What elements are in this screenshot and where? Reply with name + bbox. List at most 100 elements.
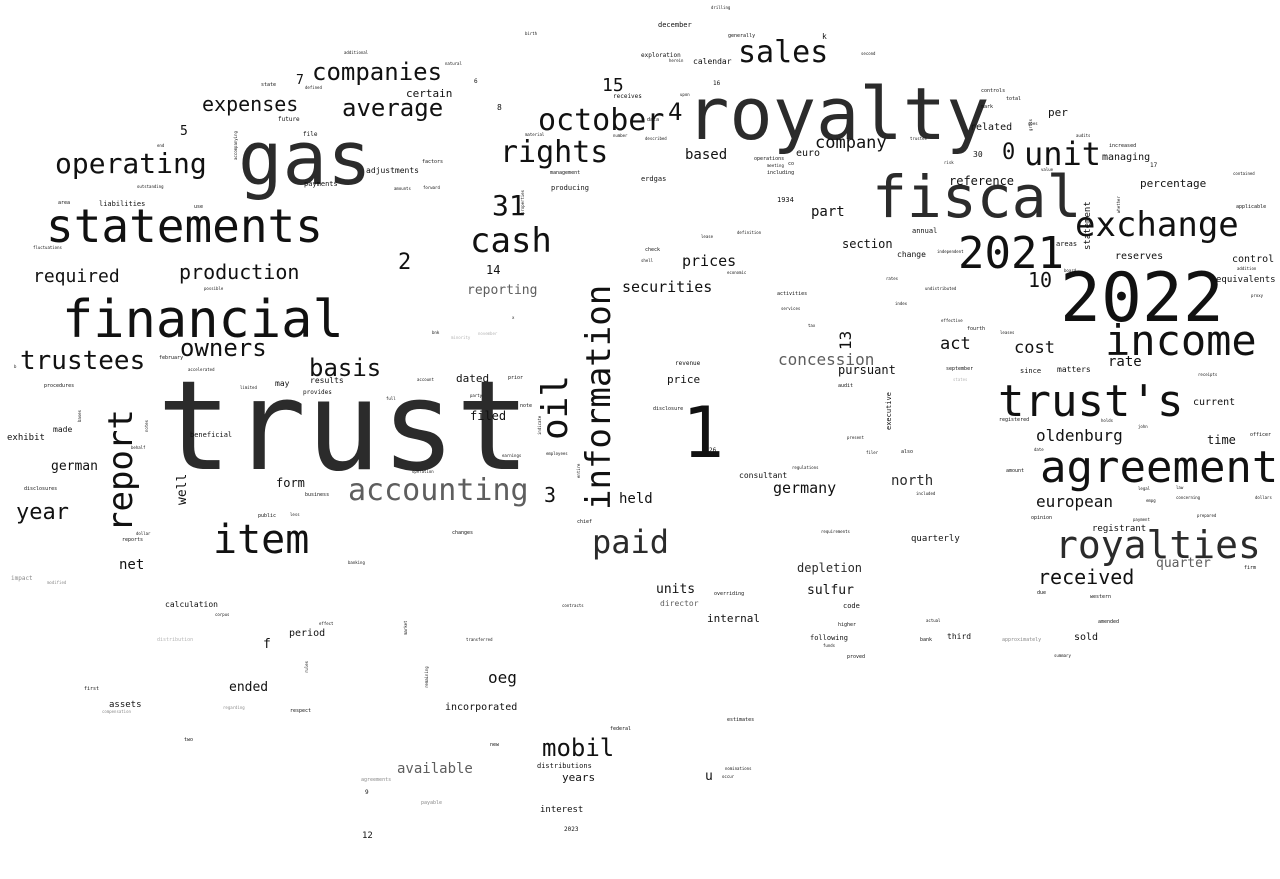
- word-including: including: [767, 170, 795, 176]
- word-calendar: calendar: [693, 57, 732, 66]
- word-13: 13: [836, 330, 855, 350]
- word-estimates: estimates: [727, 717, 755, 723]
- word-material: material: [525, 132, 545, 137]
- word-higher: higher: [838, 622, 857, 628]
- word-made: made: [53, 425, 73, 434]
- word-possible: possible: [204, 286, 224, 291]
- word-services: services: [781, 306, 801, 311]
- word-exchange: exchange: [1075, 205, 1239, 245]
- word-internal: internal: [707, 612, 760, 625]
- word-business: business: [305, 492, 330, 498]
- word-1: 1: [682, 392, 725, 474]
- word-minority: minority: [451, 335, 471, 340]
- word-notes: notes: [144, 419, 149, 432]
- word-herein: herein: [669, 58, 684, 63]
- word-state: state: [261, 82, 277, 88]
- word-october: october: [538, 103, 665, 138]
- word-registered: registered: [999, 417, 1030, 423]
- word-actual: actual: [926, 618, 941, 623]
- word-7: 7: [296, 73, 304, 88]
- word-value: value: [1041, 167, 1054, 172]
- word-cost: cost: [1014, 338, 1055, 358]
- word-16: 16: [713, 80, 721, 87]
- word-generally: generally: [728, 33, 756, 39]
- word-31: 31: [492, 189, 526, 222]
- word-changes: changes: [452, 530, 474, 536]
- word-outstanding: outstanding: [137, 184, 164, 189]
- word-matters: matters: [1057, 365, 1091, 374]
- word-registrant: registrant: [1092, 524, 1147, 534]
- word-units: units: [656, 582, 696, 597]
- word-director: director: [660, 599, 699, 608]
- word-risk: risk: [944, 160, 954, 165]
- word-contained: contained: [1233, 171, 1255, 176]
- word-concerning: concerning: [1176, 495, 1201, 500]
- word-royalty: royalty: [686, 72, 990, 156]
- word-present: present: [847, 435, 864, 440]
- word-funds: funds: [823, 643, 836, 648]
- word-beneficial: beneficial: [190, 431, 233, 439]
- word-26: 26: [709, 447, 717, 454]
- word-also: also: [901, 449, 914, 455]
- word-rate: rate: [1108, 354, 1142, 370]
- word-future: future: [278, 116, 300, 123]
- word-market: market: [403, 620, 408, 635]
- word-14: 14: [486, 263, 501, 277]
- word-regulations: regulations: [792, 465, 819, 470]
- word-4: 4: [668, 98, 683, 126]
- word-john: john: [1138, 424, 1148, 429]
- word-reports: reports: [122, 537, 144, 543]
- word-concession: concession: [778, 350, 875, 369]
- word-activities: activities: [777, 291, 808, 297]
- word-distributions: distributions: [537, 762, 592, 770]
- word-number: number: [613, 133, 628, 138]
- word-index: index: [895, 301, 908, 306]
- word-compensation: compensation: [102, 709, 131, 714]
- word-since: since: [1020, 367, 1042, 375]
- word-form: form: [276, 476, 305, 490]
- word-account: account: [417, 377, 434, 382]
- word-payment: payment: [1133, 517, 1150, 522]
- word-operating: operating: [55, 147, 207, 180]
- word-full: full: [386, 396, 396, 401]
- word-addition: addition: [1237, 266, 1257, 271]
- word-entire: entire: [576, 463, 581, 478]
- word-officer: officer: [1250, 432, 1272, 438]
- word-u: u: [705, 769, 713, 784]
- word-approximately: approximately: [1002, 637, 1042, 643]
- word-2022: 2022: [1060, 259, 1224, 338]
- word-bnk: bnk: [432, 330, 440, 335]
- word-definition: definition: [737, 230, 762, 235]
- word-annual: annual: [912, 227, 938, 235]
- word-based: based: [685, 147, 728, 163]
- word-receives: receives: [613, 93, 642, 100]
- word-bank: bank: [920, 637, 933, 643]
- word-available: available: [397, 761, 473, 777]
- word-regarding: regarding: [223, 705, 245, 710]
- word-related: related: [970, 122, 1013, 133]
- word-proved: proved: [847, 654, 866, 660]
- word-first: first: [84, 686, 100, 692]
- word-overriding: overriding: [714, 591, 745, 597]
- word-party: party: [470, 393, 483, 398]
- word-fluctuations: fluctuations: [33, 245, 62, 250]
- word-fourth: fourth: [967, 326, 986, 332]
- word-use: use: [194, 204, 204, 210]
- word-banking: banking: [348, 560, 365, 565]
- word-executive: executive: [885, 392, 893, 430]
- word-owners: owners: [180, 334, 267, 362]
- word-5: 5: [180, 124, 188, 139]
- word-17: 17: [1150, 162, 1158, 169]
- word-securities: securities: [622, 278, 713, 296]
- word-described: described: [645, 136, 667, 141]
- word-leases: leases: [1000, 330, 1015, 335]
- word-limited: limited: [240, 385, 257, 390]
- word-2: 2: [398, 250, 412, 275]
- word-provides: provides: [303, 389, 332, 396]
- word-held: held: [619, 491, 653, 507]
- word-payments: payments: [304, 180, 338, 188]
- word-december: december: [658, 21, 692, 29]
- word-total: total: [1006, 96, 1022, 102]
- word-european: european: [1036, 492, 1114, 511]
- word-whether: whether: [1116, 196, 1121, 213]
